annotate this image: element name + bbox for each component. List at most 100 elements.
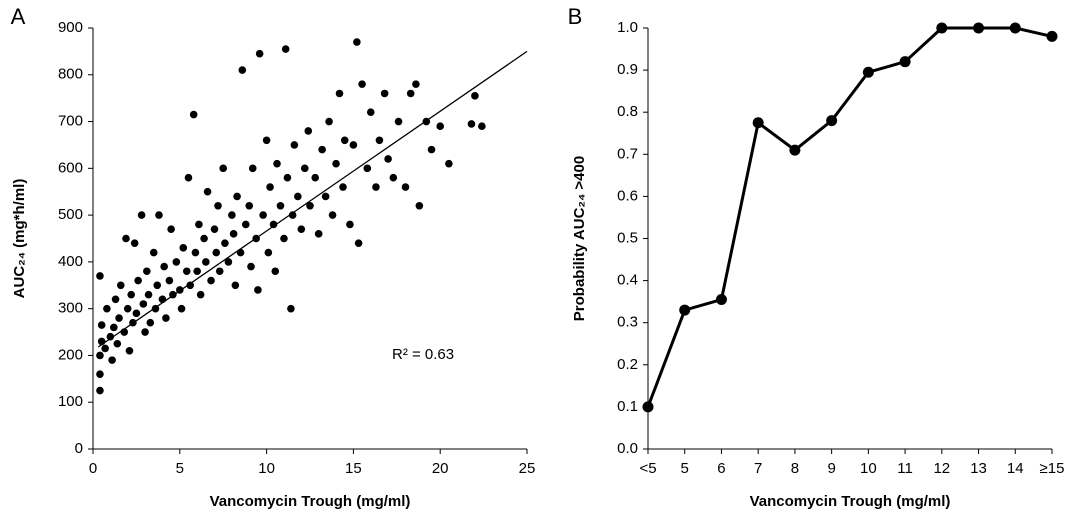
y-tick-label: 100 [58, 393, 83, 410]
point [203, 187, 212, 196]
point [300, 164, 309, 173]
point [193, 267, 201, 276]
point [304, 127, 313, 135]
point [186, 281, 195, 290]
x-tick-label: ≥15 [1040, 460, 1065, 477]
point [172, 258, 181, 266]
x-tick-label: 14 [1007, 460, 1024, 477]
point [273, 159, 281, 168]
point [184, 173, 193, 182]
point [375, 136, 384, 145]
point [177, 304, 186, 313]
point [96, 370, 104, 378]
point [229, 230, 238, 238]
point [339, 183, 347, 191]
point [101, 344, 109, 353]
y-tick-label: 0.2 [617, 356, 638, 373]
point [162, 314, 170, 322]
point [290, 141, 299, 149]
point [210, 225, 219, 233]
marker [752, 117, 764, 129]
marker [715, 294, 727, 306]
point [110, 323, 118, 332]
point [97, 321, 106, 329]
point [167, 225, 175, 233]
panel-label: B [568, 4, 583, 29]
point [471, 92, 479, 100]
point [113, 339, 122, 348]
point [415, 201, 424, 210]
point [219, 164, 227, 173]
point [153, 281, 162, 290]
point [238, 66, 247, 74]
point [214, 201, 222, 210]
point [262, 136, 271, 145]
point [106, 332, 115, 341]
point [384, 155, 392, 163]
point [144, 290, 153, 299]
x-tick-label: 10 [860, 460, 877, 477]
point [224, 258, 233, 266]
marker [899, 56, 911, 68]
y-tick-label: 900 [58, 19, 83, 36]
point [325, 117, 333, 126]
point [236, 248, 245, 257]
point [280, 234, 288, 243]
point [297, 225, 306, 233]
point [254, 286, 262, 294]
point [363, 164, 372, 173]
y-tick-label: 0.1 [617, 398, 638, 415]
point [155, 211, 163, 219]
point [394, 117, 403, 126]
marker [936, 22, 948, 34]
point [179, 244, 188, 252]
point [191, 248, 200, 257]
marker [1009, 22, 1021, 34]
point [200, 234, 208, 243]
x-axis-title: Vancomycin Trough (mg/ml) [750, 493, 951, 510]
x-tick-label: 5 [176, 460, 184, 477]
point [143, 267, 151, 276]
point [248, 164, 257, 173]
y-axis-title: Probability AUC₂₄ >400 [571, 156, 588, 321]
point [137, 211, 146, 219]
point [318, 145, 326, 154]
point [212, 248, 221, 257]
x-tick-label: <5 [639, 460, 656, 477]
point [116, 281, 125, 290]
point [412, 80, 420, 88]
annotation: R² = 0.63 [392, 346, 454, 363]
point [276, 201, 285, 210]
point [288, 211, 297, 219]
y-tick-label: 0.9 [617, 61, 638, 78]
point [202, 258, 210, 266]
y-tick-label: 1.0 [617, 19, 638, 36]
point [233, 192, 241, 201]
x-tick-label: 11 [897, 460, 913, 477]
y-tick-label: 0.3 [617, 314, 638, 331]
point [165, 276, 174, 285]
point [241, 220, 250, 229]
point [283, 173, 292, 182]
point [196, 290, 205, 299]
y-tick-label: 0 [75, 440, 83, 457]
point [427, 145, 436, 154]
point [445, 159, 453, 168]
point [207, 276, 215, 285]
point [321, 192, 330, 201]
y-tick-label: 200 [58, 346, 83, 363]
panel-label: A [11, 4, 26, 29]
marker [789, 144, 801, 156]
y-tick-label: 800 [58, 66, 83, 83]
point [349, 141, 358, 149]
x-tick-label: 12 [933, 460, 950, 477]
point [311, 173, 320, 182]
x-tick-label: 13 [970, 460, 987, 477]
point [340, 136, 349, 145]
y-axis-title: AUC₂₄ (mg*h/ml) [11, 179, 28, 299]
x-tick-label: 8 [791, 460, 799, 477]
point [96, 386, 104, 395]
point [436, 122, 445, 131]
point [266, 183, 274, 191]
